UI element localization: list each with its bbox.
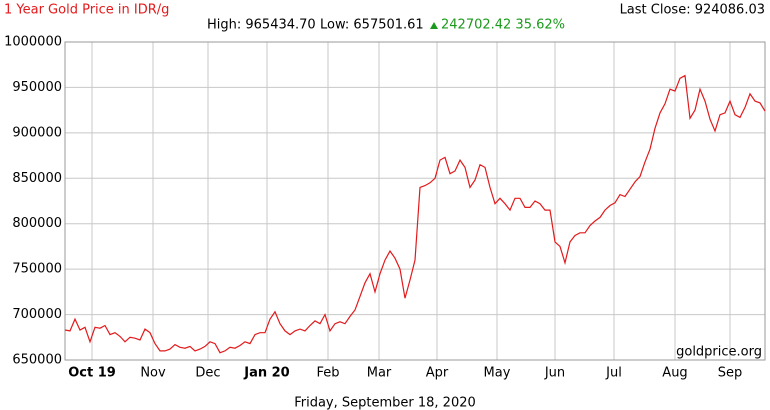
y-tick-label: 1000000 — [4, 35, 62, 50]
date: Friday, September 18, 2020 — [294, 396, 476, 410]
high: High: 965434.70 — [207, 18, 316, 33]
change: 242702.42 35.62% — [441, 18, 565, 33]
plot-border — [64, 41, 766, 361]
x-tick-label: Oct 19 — [68, 366, 116, 381]
y-tick-label: 950000 — [12, 80, 62, 95]
watermark: goldprice.org — [676, 345, 762, 360]
x-tick-label: Sep — [718, 366, 743, 381]
x-tick-label: Dec — [195, 366, 220, 381]
x-tick-label: May — [484, 366, 511, 381]
y-tick-label: 650000 — [12, 353, 62, 368]
last-close: Last Close: 924086.03 — [620, 3, 765, 18]
x-tick-label: Mar — [367, 366, 392, 381]
x-tick-label: Feb — [316, 366, 339, 381]
x-tick-label: Jun — [544, 366, 565, 381]
y-tick-label: 900000 — [12, 125, 62, 140]
y-tick-label: 850000 — [12, 171, 62, 186]
x-tick-label: Aug — [662, 366, 687, 381]
x-tick-label: Jul — [605, 366, 622, 381]
x-tick-label: Apr — [426, 366, 449, 381]
x-tick-label: Nov — [140, 366, 166, 381]
chart-title: 1 Year Gold Price in IDR/g — [4, 3, 169, 18]
x-tick-label: Jan 20 — [243, 366, 289, 381]
up-arrow — [430, 22, 438, 29]
y-tick-label: 800000 — [12, 216, 62, 231]
low: Low: 657501.61 — [320, 18, 424, 33]
y-tick-label: 750000 — [12, 262, 62, 277]
price-line — [64, 74, 766, 354]
y-tick-label: 700000 — [12, 307, 62, 322]
